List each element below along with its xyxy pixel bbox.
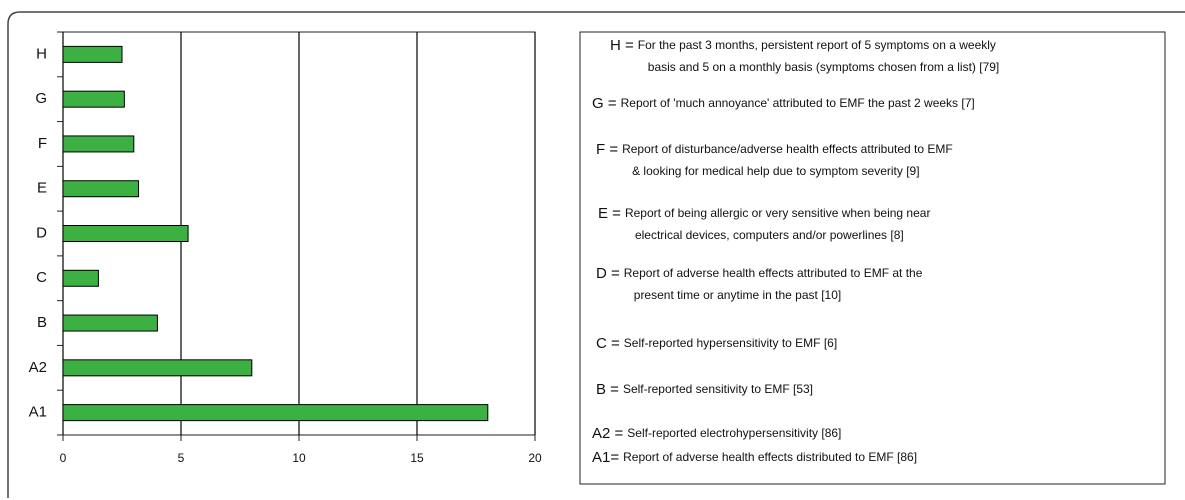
bar <box>62 90 125 108</box>
bar <box>62 404 489 422</box>
note-text: Report of adverse health effects attribu… <box>624 266 923 280</box>
note-key: G = <box>592 95 617 112</box>
bar <box>62 314 158 332</box>
note-text: & looking for medical help due to sympto… <box>632 164 919 178</box>
note-key: D = <box>596 265 620 282</box>
note-text: Report of being allergic or very sensiti… <box>625 206 931 220</box>
x-tick-label: 5 <box>178 451 185 465</box>
y-tick-label: G <box>35 90 47 107</box>
legend-box <box>579 31 1166 485</box>
x-tick-label: 20 <box>528 451 542 465</box>
x-tick-label: 15 <box>410 451 424 465</box>
note-text: Report of 'much annoyance' attributed to… <box>621 96 975 110</box>
note-text: Report of adverse health effects distrib… <box>623 450 917 464</box>
y-tick-label: H <box>36 45 47 62</box>
y-tick-label: E <box>37 180 47 197</box>
note-key: H = <box>610 37 634 54</box>
note-key: C = <box>596 335 620 352</box>
y-tick-label: C <box>36 269 47 286</box>
y-tick-label: A1 <box>29 404 47 421</box>
note-key: F = <box>596 141 618 158</box>
y-tick-label: A2 <box>29 359 47 376</box>
y-tick-label: D <box>36 224 47 241</box>
bar <box>62 269 99 287</box>
bar <box>62 225 189 242</box>
note-key: A2 = <box>592 425 624 442</box>
y-tick-label: F <box>38 135 47 152</box>
note-text: basis and 5 on a monthly basis (symptoms… <box>648 60 1000 74</box>
note-text: Self-reported electrohypersensitivity [8… <box>627 426 841 440</box>
x-tick-label: 10 <box>292 451 306 465</box>
bar <box>62 180 140 198</box>
y-tick-label: B <box>37 314 47 331</box>
note-text: present time or anytime in the past [10] <box>634 288 841 302</box>
note-key: E = <box>598 205 621 222</box>
bar <box>62 45 123 63</box>
note-text: Self-reported sensitivity to EMF [53] <box>623 382 813 396</box>
note-key: B = <box>596 381 619 398</box>
x-tick-label: 0 <box>60 451 67 465</box>
note-text: Self-reported hypersensitivity to EMF [6… <box>624 336 837 350</box>
bar <box>62 359 253 377</box>
note-text: Report of disturbance/adverse health eff… <box>622 142 953 156</box>
note-text: For the past 3 months, persistent report… <box>638 38 996 52</box>
frame <box>7 11 1185 498</box>
note-text: electrical devices, computers and/or pow… <box>635 228 904 242</box>
bar <box>62 135 135 153</box>
note-key: A1= <box>592 449 619 466</box>
